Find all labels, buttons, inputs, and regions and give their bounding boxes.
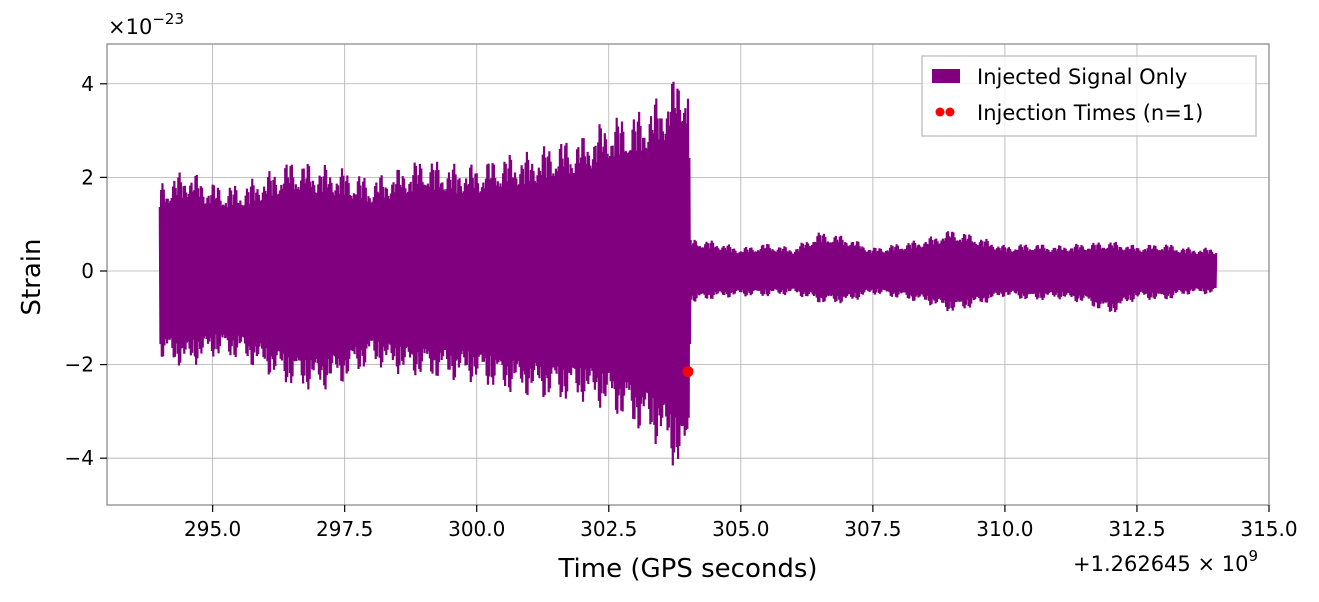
x-tick-label: 297.5 — [316, 517, 373, 541]
x-tick-label: 305.0 — [712, 517, 769, 541]
x-tick-label: 302.5 — [580, 517, 637, 541]
y-multiplier: ×10−23 — [108, 10, 184, 39]
legend-marker-injection — [935, 107, 945, 117]
y-tick-label: 2 — [81, 165, 94, 189]
x-axis-label: Time (GPS seconds) — [557, 554, 817, 584]
signal-area — [159, 122, 1217, 423]
x-tick-label: 295.0 — [184, 517, 241, 541]
y-tick-label: 4 — [81, 72, 94, 96]
legend-marker-injection — [945, 107, 955, 117]
x-tick-label: 307.5 — [844, 517, 901, 541]
x-tick-label: 300.0 — [448, 517, 505, 541]
legend-swatch-signal — [932, 69, 960, 83]
x-tick-label: 310.0 — [976, 517, 1033, 541]
x-tick-label: 315.0 — [1240, 517, 1297, 541]
x-tick-label: 312.5 — [1108, 517, 1165, 541]
legend-label-signal: Injected Signal Only — [977, 65, 1187, 89]
legend-frame — [921, 55, 1257, 137]
injection-point — [682, 366, 694, 378]
y-tick-label: −2 — [65, 353, 94, 377]
y-tick-label: −4 — [65, 446, 94, 470]
y-axis-label: Strain — [17, 238, 47, 315]
legend-label-injection: Injection Times (n=1) — [977, 101, 1203, 125]
y-tick-label: 0 — [81, 259, 94, 283]
x-offset-label: +1.262645 × 109 — [1073, 547, 1258, 576]
legend: Injected Signal Only Injection Times (n=… — [921, 55, 1257, 137]
axes-frame — [106, 43, 1270, 506]
